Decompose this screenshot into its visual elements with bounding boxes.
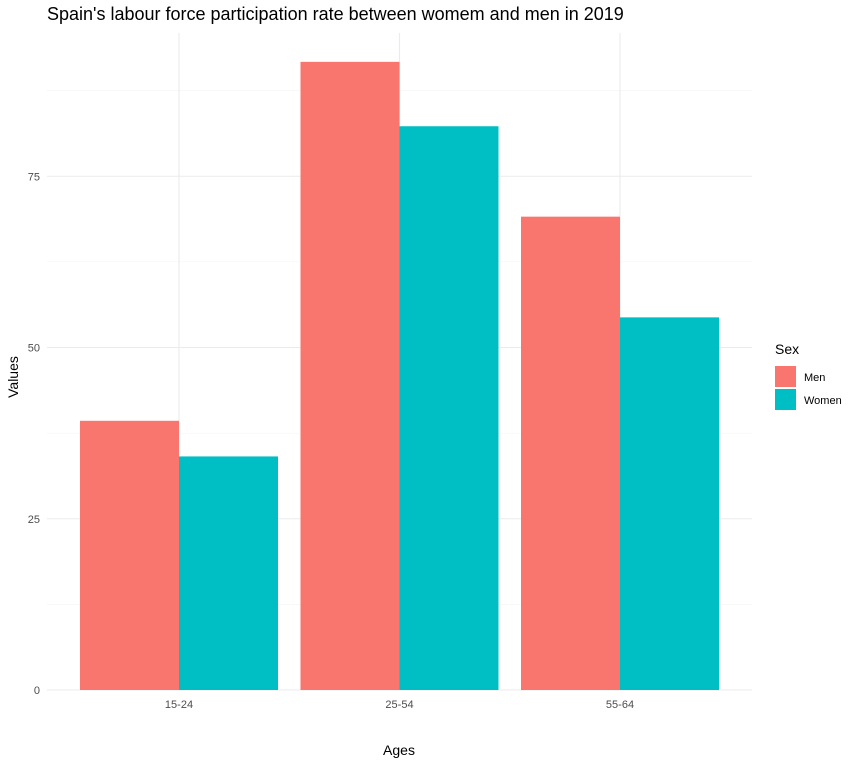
x-tick-label: 15-24	[165, 699, 193, 711]
bars	[80, 61, 719, 691]
y-axis-title: Values	[5, 356, 21, 398]
x-tick-label: 55-64	[606, 699, 634, 711]
y-axis-ticks: 0 25 50 75	[28, 171, 40, 697]
y-tick-label: 0	[34, 685, 40, 697]
x-axis-ticks: 15-24 25-54 55-64	[165, 699, 634, 711]
legend-title: Sex	[775, 341, 799, 357]
x-tick-label: 25-54	[385, 699, 413, 711]
legend-swatch-women	[775, 389, 796, 410]
bar-women-55-64	[620, 317, 719, 690]
bar-men-55-64	[521, 216, 620, 691]
y-tick-label: 75	[28, 171, 40, 183]
x-axis-title: Ages	[383, 742, 415, 758]
y-tick-label: 25	[28, 514, 40, 526]
legend-swatch-men	[775, 366, 796, 387]
bar-women-15-24	[179, 456, 278, 690]
chart-title: Spain's labour force participation rate …	[47, 4, 624, 24]
bar-women-25-54	[399, 126, 499, 691]
y-tick-label: 50	[28, 343, 40, 355]
legend: Sex Men Women	[775, 341, 842, 410]
legend-label-men: Men	[804, 372, 825, 384]
bar-men-25-54	[300, 61, 400, 691]
legend-label-women: Women	[804, 395, 842, 407]
bar-men-15-24	[80, 420, 179, 690]
